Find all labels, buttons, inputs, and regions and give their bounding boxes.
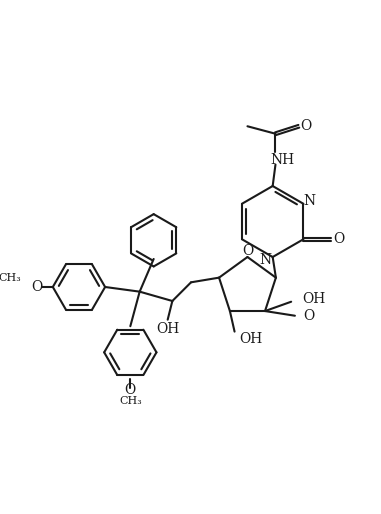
Text: NH: NH bbox=[270, 153, 294, 167]
Text: O: O bbox=[125, 383, 136, 397]
Text: CH₃: CH₃ bbox=[0, 272, 21, 283]
Text: O: O bbox=[303, 309, 315, 323]
Text: OH: OH bbox=[239, 332, 263, 346]
Text: N: N bbox=[259, 253, 271, 267]
Text: N: N bbox=[303, 194, 315, 208]
Text: O: O bbox=[301, 119, 312, 133]
Text: CH₃: CH₃ bbox=[119, 396, 142, 406]
Text: O: O bbox=[242, 244, 253, 259]
Text: OH: OH bbox=[303, 292, 326, 306]
Text: O: O bbox=[333, 232, 344, 246]
Text: O: O bbox=[31, 280, 43, 294]
Text: OH: OH bbox=[156, 322, 179, 336]
